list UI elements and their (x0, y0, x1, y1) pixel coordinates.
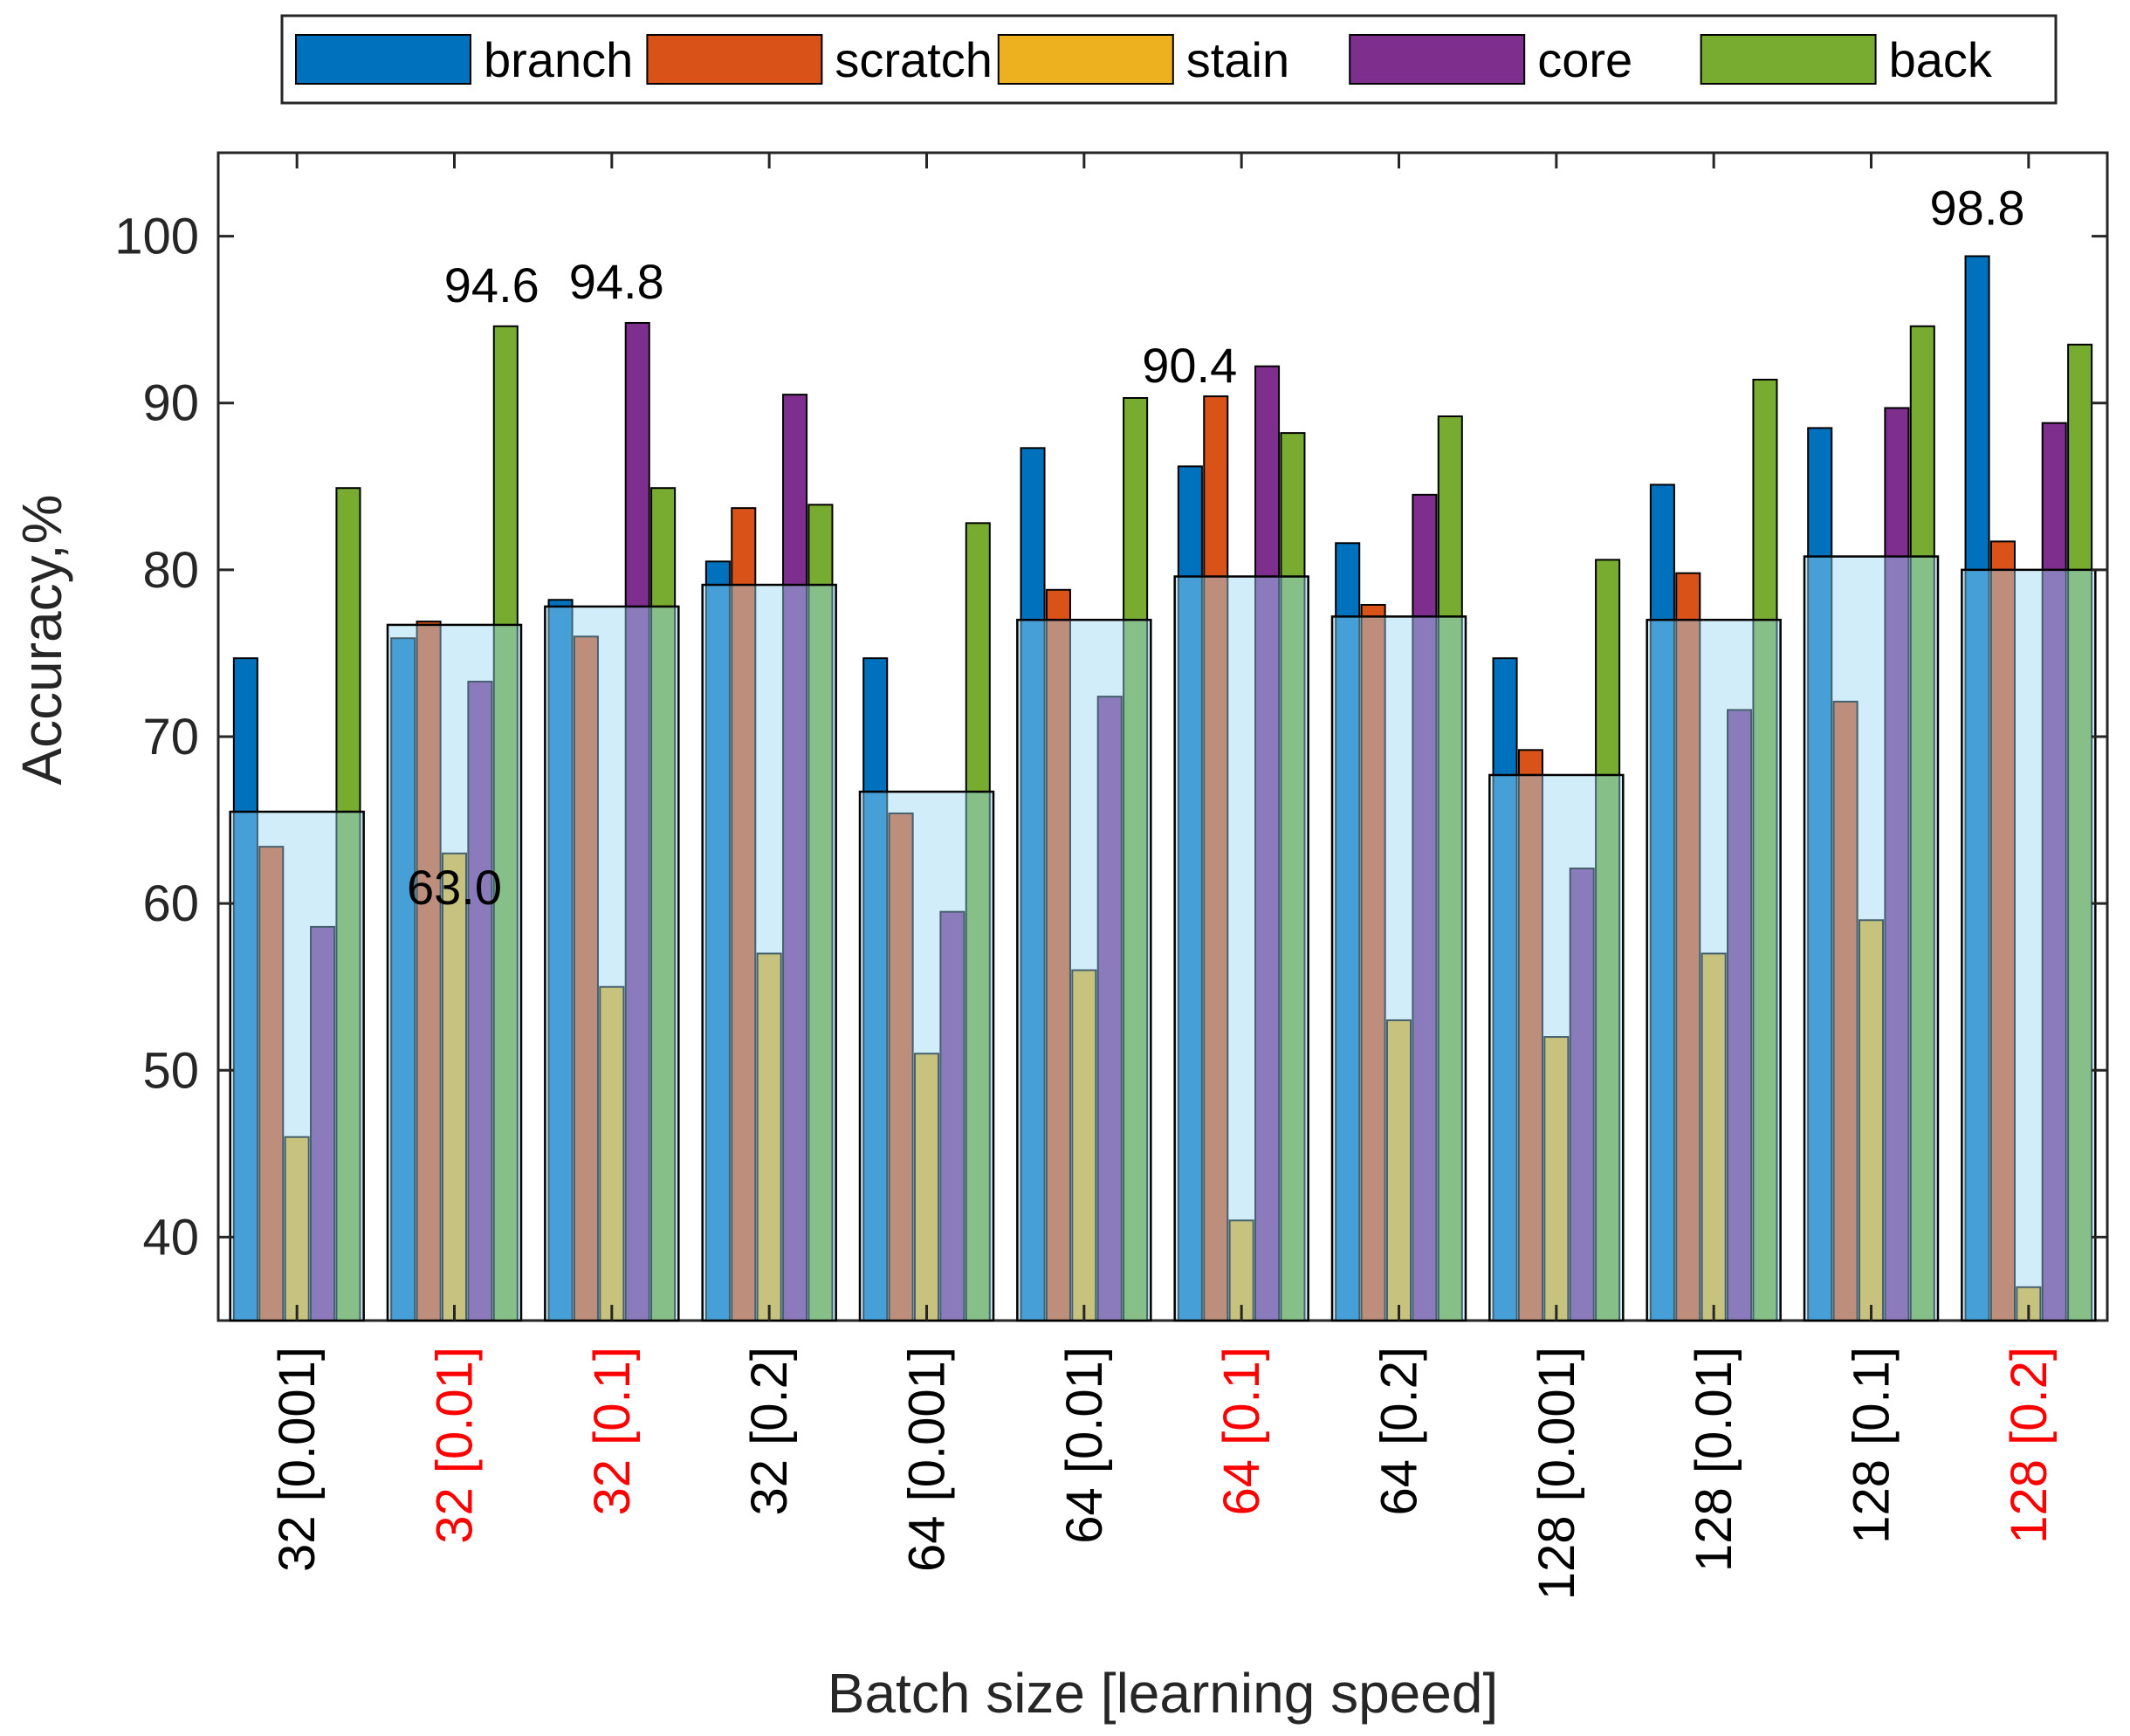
x-axis-title: Batch size [learning speed] (828, 1662, 1498, 1725)
y-axis: 40 50 60 70 80 90 100 (114, 209, 2107, 1266)
legend-label-back: back (1889, 32, 1993, 87)
x-tick-label: 32 [0.2] (741, 1347, 798, 1515)
bar-back (2067, 343, 2093, 1321)
bar-scratch (1832, 700, 1859, 1321)
bar-branch (1807, 427, 1833, 1321)
bar-back (1437, 415, 1463, 1321)
bar-average (1803, 555, 1940, 1322)
legend-swatch-stain (997, 34, 1174, 85)
x-axis: 32 [0.001] 32 [0.01] 32 [0.1] 32 [0.2] 64 [0… (269, 153, 2058, 1600)
bar-average (701, 583, 837, 1322)
bar-average (1646, 618, 1782, 1322)
y-tick-label: 60 (142, 875, 199, 932)
bar-back (492, 325, 519, 1321)
bar-scratch (1989, 540, 2016, 1321)
bar-branch (1020, 447, 1046, 1321)
bar-stain (441, 852, 468, 1321)
bar-stain (1543, 1036, 1570, 1321)
bar-back (1909, 325, 1935, 1321)
value-annotation: 94.8 (569, 254, 664, 309)
bar-average (229, 810, 365, 1322)
bar-stain (913, 1053, 940, 1321)
legend-label-branch: branch (484, 32, 633, 87)
bar-scratch (1675, 572, 1701, 1321)
x-tick-label: 128 [0.1] (1844, 1347, 1900, 1544)
bar-scratch (1203, 395, 1229, 1321)
bar-branch (704, 560, 731, 1321)
legend-label-stain: stain (1186, 32, 1289, 87)
plot-area: 94.6 63.0 94.8 90.4 98.8 (216, 151, 2109, 1322)
bar-stain (1858, 919, 1885, 1322)
bar-core (1884, 407, 1910, 1321)
bar-core (1096, 696, 1123, 1321)
x-tick-label: 64 [0.001] (899, 1347, 956, 1572)
x-tick-label: 128 [0.01] (1686, 1347, 1742, 1572)
bar-scratch (1360, 603, 1386, 1321)
bar-core (1727, 709, 1753, 1321)
x-tick-label: 64 [0.01] (1056, 1347, 1113, 1544)
bar-back (650, 487, 677, 1321)
bar-back (1280, 432, 1306, 1321)
y-tick-label: 50 (142, 1042, 199, 1099)
legend: branch scratch stain core back (280, 14, 2058, 105)
bar-average (1173, 575, 1309, 1322)
y-tick-label: 70 (142, 709, 199, 765)
bar-core (782, 394, 808, 1322)
bar-branch (547, 599, 574, 1321)
y-tick-label: 90 (142, 375, 199, 432)
x-tick-label: 128 [0.2] (2001, 1347, 2058, 1544)
value-annotation: 63.0 (407, 860, 502, 915)
y-tick-label: 40 (142, 1209, 199, 1266)
bar-back (1123, 396, 1149, 1322)
bar-core (1254, 365, 1281, 1322)
bar-average (386, 623, 523, 1322)
bar-average (1488, 773, 1625, 1322)
x-tick-label: 64 [0.1] (1213, 1347, 1270, 1515)
bar-scratch (258, 846, 285, 1321)
bar-average (544, 605, 680, 1322)
bar-stain (1385, 1019, 1412, 1321)
bar-stain (284, 1136, 310, 1321)
value-annotation: 90.4 (1142, 338, 1237, 393)
bar-average (1016, 618, 1152, 1322)
bar-back (1595, 559, 1621, 1321)
bar-scratch (416, 621, 442, 1321)
legend-swatch-core (1349, 34, 1526, 85)
bar-core (624, 321, 650, 1322)
y-tick-label: 80 (142, 542, 199, 599)
x-tick-label: 32 [0.1] (584, 1347, 641, 1515)
bar-average (858, 790, 995, 1322)
x-tick-label: 64 [0.2] (1371, 1347, 1428, 1515)
bar-back (1752, 378, 1778, 1321)
bar-back (965, 522, 991, 1321)
bar-branch (1177, 465, 1203, 1321)
bar-back (335, 487, 361, 1321)
legend-swatch-scratch (646, 34, 823, 85)
bar-branch (390, 637, 416, 1321)
value-annotation: 98.8 (1930, 181, 2025, 236)
bar-scratch (888, 812, 914, 1321)
legend-label-core: core (1537, 32, 1632, 87)
bar-branch (862, 657, 889, 1321)
legend-swatch-branch (295, 34, 471, 85)
bar-average (1330, 615, 1467, 1322)
y-axis-title: Accuracy,% (10, 494, 73, 785)
value-annotation: 94.6 (444, 257, 539, 312)
x-tick-label: 32 [0.001] (269, 1347, 326, 1572)
bar-branch (1964, 255, 1990, 1322)
x-tick-label: 32 [0.01] (427, 1347, 484, 1544)
legend-label-scratch: scratch (835, 32, 993, 87)
bar-core (2041, 422, 2067, 1321)
bar-core (1569, 868, 1595, 1321)
bar-core (1412, 493, 1438, 1321)
y-tick-label: 100 (114, 209, 199, 265)
bar-average (1961, 568, 2097, 1322)
bar-stain (599, 985, 625, 1321)
legend-swatch-back (1700, 34, 1877, 85)
x-tick-label: 128 [0.001] (1529, 1347, 1585, 1600)
